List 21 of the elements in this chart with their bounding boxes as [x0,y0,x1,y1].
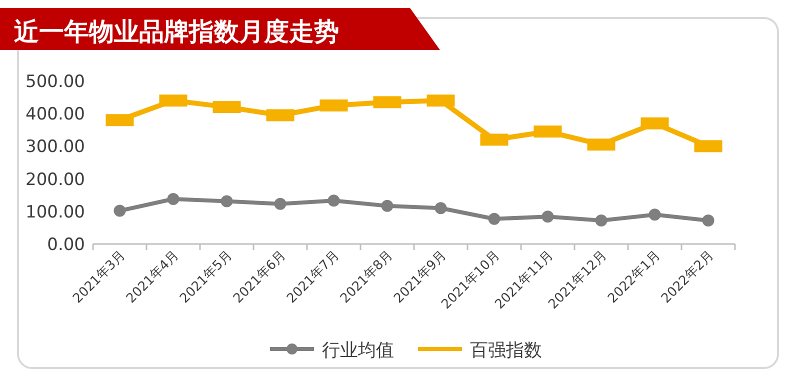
chart-title: 近一年物业品牌指数月度走势 [14,17,339,46]
point [595,214,608,227]
point [434,202,447,214]
y-tick-label: 200.00 [26,170,85,190]
y-tick-label: 100.00 [26,202,85,222]
point [648,208,661,221]
y-tick-label: 500.00 [26,72,85,92]
legend-label: 百强指数 [470,340,542,361]
point [488,212,500,225]
y-tick-label: 400.00 [26,104,85,125]
point [220,195,233,208]
point [702,214,714,227]
legend-label: 行业均值 [322,340,394,361]
y-tick-label: 300.00 [26,137,85,158]
y-tick-label: 0.00 [47,235,85,255]
point [114,204,126,217]
point [381,200,394,212]
point [542,210,554,223]
point [328,194,340,207]
point [274,198,286,210]
point [167,193,180,206]
